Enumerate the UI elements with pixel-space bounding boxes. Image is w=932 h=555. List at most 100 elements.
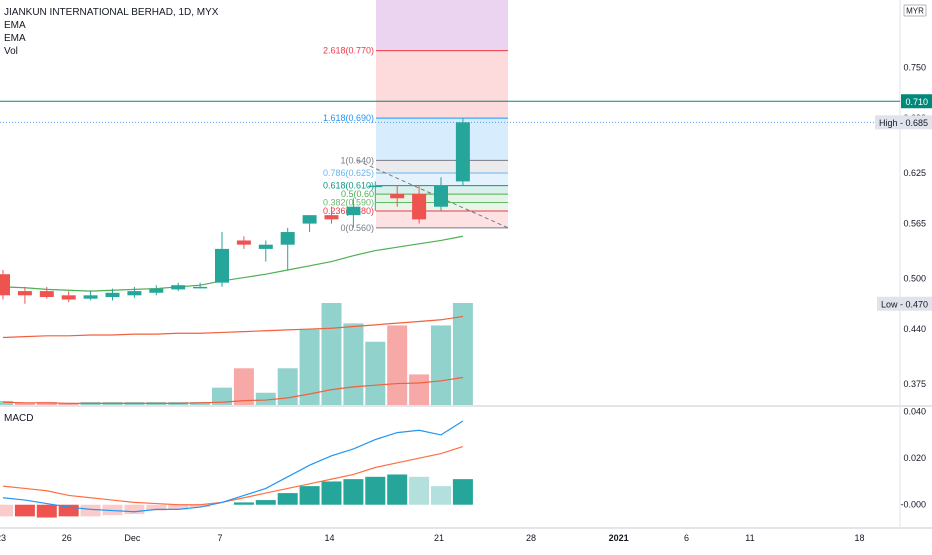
candle-body (390, 194, 405, 199)
macd-histogram-bar (58, 504, 79, 517)
price-tick-label: 0.375 (903, 379, 926, 389)
macd-tick-label: 0.020 (903, 453, 926, 463)
candle-body (215, 248, 229, 283)
volume-bar (36, 401, 57, 405)
volume-ma-line (2, 376, 463, 404)
volume-bar (277, 368, 298, 405)
candle-body (127, 291, 142, 296)
macd-histogram-bar (365, 476, 386, 505)
volume-bar (14, 402, 35, 405)
candle-body (61, 295, 76, 300)
current-price-badge (901, 94, 932, 109)
candle-body (0, 274, 10, 296)
price-tick-label: 0.625 (903, 168, 926, 178)
candle-body (149, 288, 164, 293)
volume-series (0, 303, 473, 405)
volume-bar (233, 368, 254, 405)
macd-histogram-bar (277, 493, 298, 505)
legend-volume[interactable]: Vol (4, 46, 18, 57)
legend-title[interactable]: JIANKUN INTERNATIONAL BERHAD, 1D, MYX (4, 7, 219, 18)
time-tick-label: 14 (324, 533, 334, 543)
macd-histogram-bar (299, 486, 320, 505)
fib-level-label-0.618: 0.618(0.610) (323, 181, 374, 191)
candle-body (171, 285, 186, 290)
macd-signal-line (2, 445, 464, 506)
time-tick-label: 26 (62, 533, 72, 543)
volume-bar (387, 325, 408, 405)
time-tick-label: 7 (217, 533, 222, 543)
macd-histogram-bar (168, 504, 189, 510)
candle-body (368, 185, 383, 188)
macd-histogram-bar (387, 474, 408, 505)
legend-ema-slow[interactable]: EMA (4, 33, 26, 44)
macd-histogram-bar (80, 504, 101, 517)
chart-legend: JIANKUN INTERNATIONAL BERHAD, 1D, MYX EM… (4, 6, 218, 58)
candle-body (302, 215, 317, 224)
volume-bar (431, 325, 451, 405)
candle-body (455, 122, 470, 182)
high-price-label: High - 0.685 (879, 118, 928, 128)
volume-bar (255, 392, 276, 405)
currency-badge (903, 4, 927, 17)
macd-histogram-bar (255, 500, 276, 505)
fib-zone-2.618 (376, 50, 508, 119)
candle-body (83, 295, 98, 299)
fib-level-label-0: 0(0.560) (340, 223, 374, 233)
fib-level-label-0.5: 0.5(0.60 (341, 189, 374, 199)
legend-ema-fast[interactable]: EMA (4, 20, 26, 31)
fib-zone-0.786 (376, 172, 508, 186)
candle-body (346, 206, 361, 216)
volume-bar (365, 341, 386, 405)
candle-body (39, 291, 54, 297)
price-tick-label: 0.500 (903, 273, 926, 283)
time-tick-label: 2021 (609, 533, 629, 543)
time-tick-label: 11 (745, 533, 754, 543)
fib-zone-0.236 (376, 210, 508, 228)
time-tick-label: 23 (0, 533, 6, 543)
candle-body (280, 232, 295, 245)
macd-histogram-bar (124, 504, 145, 515)
fib-zone-top (376, 0, 508, 51)
macd-histogram-bar (36, 504, 57, 518)
fib-level-label-2.618: 2.618(0.770) (323, 46, 374, 56)
fib-level-label-0.382: 0.382(0.590) (323, 198, 374, 208)
candle-body (434, 185, 448, 207)
time-tick-label: 21 (434, 533, 444, 543)
volume-bar (299, 329, 320, 405)
macd-histogram-bar (452, 479, 473, 505)
candlestick-series (0, 118, 470, 304)
macd-histogram-bar (14, 504, 35, 517)
candle-body (105, 292, 120, 297)
volume-bar (0, 400, 13, 405)
time-axis: 23 26 Dec 7 14 21 28 2021 6 11 18 (0, 533, 864, 543)
macd-histogram-bar (233, 502, 254, 505)
candle-body (412, 194, 427, 220)
fib-zone-1.618 (376, 118, 508, 161)
candle-body (193, 286, 208, 289)
volume-bar (343, 323, 364, 405)
macd-line (2, 420, 464, 513)
time-tick-label: 18 (854, 533, 864, 543)
candle-body (236, 240, 251, 245)
macd-tick-label: 0.040 (903, 407, 926, 417)
high-price-badge (875, 115, 932, 130)
macd-pane-label[interactable]: MACD (4, 413, 34, 424)
fibonacci-retracement: 2.618(0.770)1.618(0.690)1(0.640)0.786(0.… (323, 0, 509, 233)
time-tick-label: 28 (526, 533, 536, 543)
volume-bar (409, 374, 430, 405)
macd-tick-label: -0.000 (900, 500, 926, 510)
macd-histogram-bar (431, 486, 451, 505)
macd-histogram-bar (0, 504, 13, 517)
low-price-label: Low - 0.470 (881, 299, 928, 309)
volume-bar (58, 402, 79, 405)
macd-histogram-bar (321, 481, 342, 505)
price-tick-label: 0.750 (903, 63, 926, 73)
current-price-label: 0.710 (905, 97, 928, 107)
fib-level-label-0.786: 0.786(0.625) (323, 168, 374, 178)
low-price-badge (877, 296, 932, 311)
ema-fast-line (2, 235, 464, 292)
candle-body (324, 215, 339, 220)
currency-label: MYR (906, 7, 924, 16)
